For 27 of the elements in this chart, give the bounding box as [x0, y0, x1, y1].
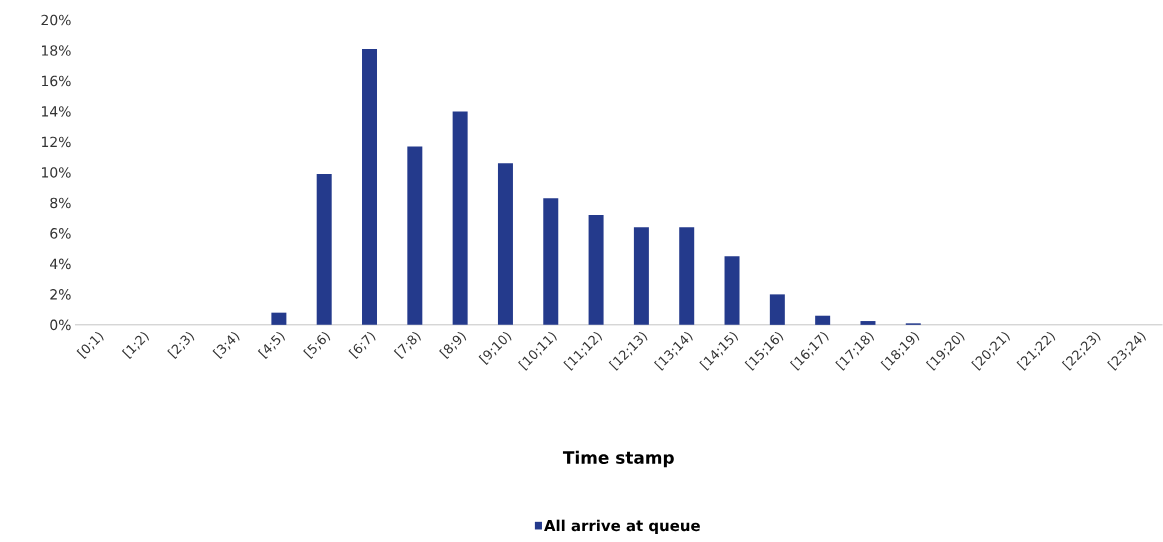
- y-tick-label: 14%: [41, 106, 71, 117]
- bar: [543, 198, 559, 325]
- bar: [362, 49, 378, 325]
- y-tick-label: 0%: [50, 319, 71, 331]
- bar: [497, 163, 513, 325]
- y-tick-label: 20%: [41, 14, 71, 26]
- bar: [815, 315, 831, 325]
- bar: [316, 174, 332, 325]
- x-axis-title: Time stamp: [562, 450, 674, 468]
- bar: [452, 111, 468, 325]
- bar: [407, 146, 423, 325]
- y-tick-label: 8%: [50, 197, 71, 209]
- y-tick-label: 12%: [41, 136, 71, 148]
- legend-label: All arrive at queue: [544, 519, 700, 535]
- bar: [271, 312, 287, 325]
- y-tick-label: 4%: [50, 258, 71, 270]
- y-tick-label: 6%: [50, 228, 71, 239]
- bar: [588, 215, 604, 325]
- bar: [633, 227, 649, 325]
- bar: [769, 294, 785, 325]
- bar: [679, 227, 695, 325]
- bar: [724, 256, 740, 325]
- y-tick-label: 2%: [50, 289, 71, 300]
- y-tick-label: 18%: [41, 45, 71, 56]
- bar: [860, 321, 876, 325]
- y-tick-label: 10%: [41, 167, 71, 178]
- y-tick-label: 16%: [41, 75, 71, 87]
